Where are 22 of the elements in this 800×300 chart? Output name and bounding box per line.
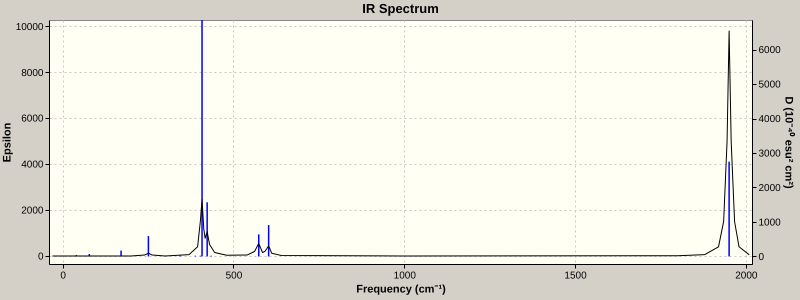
x-axis-title: Frequency (cm⁻¹) bbox=[356, 284, 446, 296]
x-tick-label: 1000 bbox=[394, 270, 416, 282]
y-tick-label: 6000 bbox=[21, 114, 44, 125]
y-tick-label: 4000 bbox=[21, 160, 44, 171]
y2-tick-label: 6000 bbox=[758, 45, 782, 56]
y2-tick-label: 5000 bbox=[758, 80, 782, 91]
y2-tick-label: 3000 bbox=[758, 148, 782, 160]
y-tick-label: 8000 bbox=[21, 68, 44, 79]
x-tick-label: 2000 bbox=[735, 270, 758, 282]
y-tick-label: 0 bbox=[38, 251, 44, 262]
x-tick-label: 1500 bbox=[564, 270, 588, 282]
y2-tick-label: 1000 bbox=[758, 217, 782, 228]
chart-title: IR Spectrum bbox=[362, 1, 439, 16]
y2-tick-label: 4000 bbox=[758, 114, 782, 126]
y2-tick-label: 0 bbox=[758, 252, 764, 263]
x-tick-label: 0 bbox=[60, 270, 66, 282]
x-tick-label: 500 bbox=[226, 270, 243, 282]
y-tick-label: 10000 bbox=[16, 22, 44, 33]
y-axis-title: Epsilon bbox=[2, 122, 14, 162]
y-tick-label: 2000 bbox=[21, 206, 44, 217]
y2-axis-title: D (10⁻⁴⁰ esu² cm²) bbox=[782, 96, 796, 189]
y2-tick-label: 2000 bbox=[758, 182, 782, 194]
